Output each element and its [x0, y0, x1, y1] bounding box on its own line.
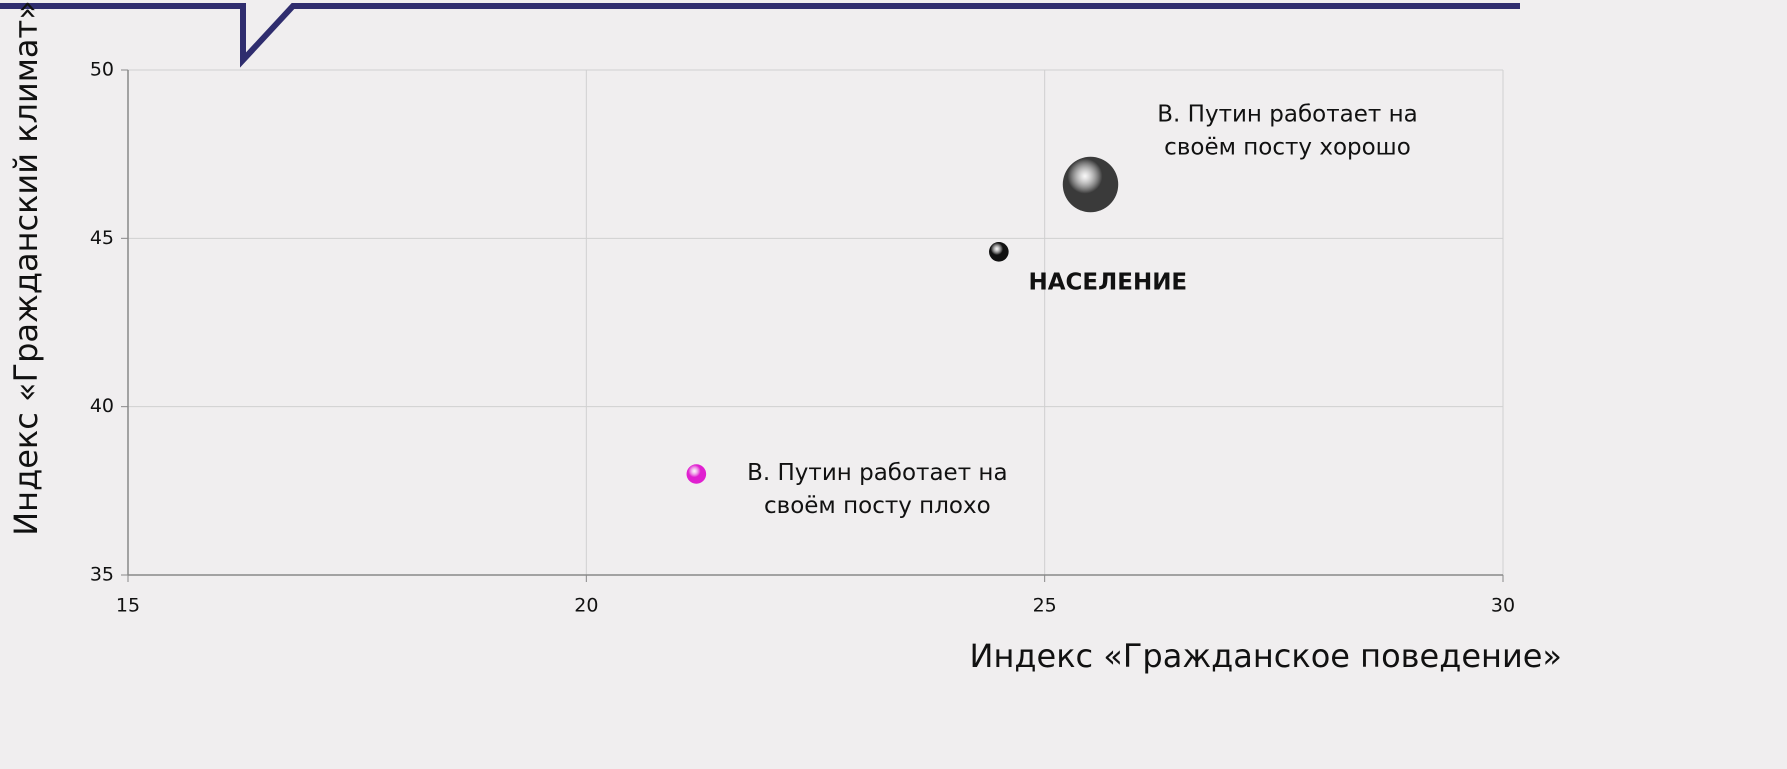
x-tick-label: 30 — [1491, 595, 1515, 617]
y-tick-label: 40 — [90, 395, 114, 417]
bubble — [686, 464, 707, 484]
series-label: В. Путин работает на — [1157, 101, 1417, 127]
series-label: НАСЕЛЕНИЕ — [1028, 269, 1187, 295]
x-tick-label: 15 — [116, 595, 140, 617]
bubble — [1062, 156, 1119, 213]
series-label: своём посту плохо — [764, 493, 991, 519]
x-tick-label: 25 — [1033, 595, 1057, 617]
x-tick-label: 20 — [574, 595, 598, 617]
bubble — [989, 241, 1009, 262]
y-tick-label: 35 — [90, 564, 114, 586]
y-axis-title: Индекс «Гражданский климат» — [7, 0, 45, 536]
header-decoration — [0, 3, 1520, 68]
x-axis-title: Индекс «Гражданское поведение» — [970, 637, 1562, 675]
series-label: В. Путин работает на — [747, 460, 1007, 486]
series-label: своём посту хорошо — [1164, 134, 1411, 160]
y-tick-label: 50 — [90, 59, 114, 81]
y-tick-label: 45 — [90, 227, 114, 249]
